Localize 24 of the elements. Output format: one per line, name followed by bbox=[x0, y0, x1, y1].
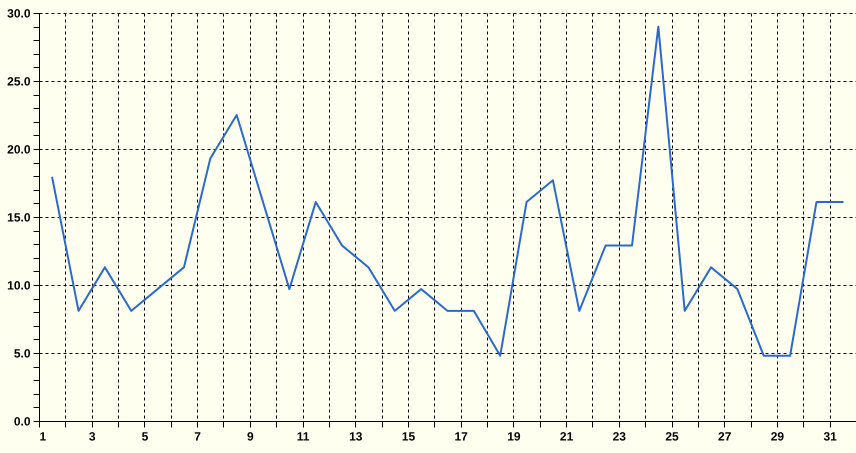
x-tick-label: 3 bbox=[88, 430, 96, 444]
x-tick-label: 25 bbox=[665, 430, 680, 444]
x-tick-label: 5 bbox=[142, 430, 149, 444]
x-tick-label: 19 bbox=[507, 430, 521, 444]
x-tick-label: 23 bbox=[612, 430, 626, 444]
y-tick-label: 30.0 bbox=[7, 6, 31, 20]
y-tick-label: 20.0 bbox=[7, 142, 31, 156]
y-tick-label: 15.0 bbox=[7, 210, 31, 224]
x-tick-label: 15 bbox=[402, 430, 416, 444]
x-tick-label: 13 bbox=[349, 430, 363, 444]
y-tick-label: 5.0 bbox=[14, 346, 31, 360]
x-tick-label: 31 bbox=[823, 430, 838, 444]
x-tick-label: 1 bbox=[40, 430, 46, 444]
x-tick-label: 7 bbox=[194, 430, 202, 444]
y-tick-label: 0.0 bbox=[14, 414, 31, 428]
x-tick-label: 21 bbox=[560, 430, 574, 444]
x-tick-label: 29 bbox=[770, 430, 784, 444]
line-series bbox=[51, 26, 844, 357]
x-tick-label: 9 bbox=[246, 430, 254, 444]
y-tick-label: 10.0 bbox=[7, 278, 31, 292]
x-tick-label: 17 bbox=[454, 430, 468, 444]
y-tick-label: 25.0 bbox=[7, 74, 31, 88]
x-tick-label: 11 bbox=[296, 430, 310, 444]
x-tick-label: 27 bbox=[718, 430, 732, 444]
